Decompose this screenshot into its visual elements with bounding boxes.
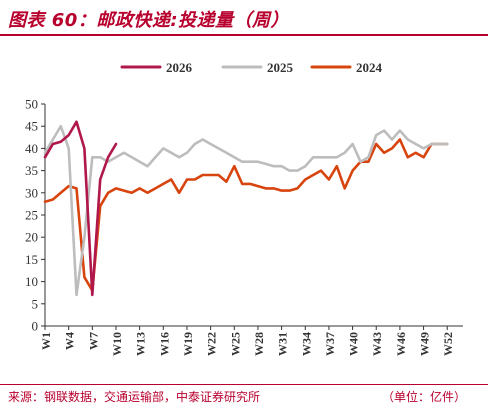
y-tick-label: 5 xyxy=(32,296,39,311)
footer-divider xyxy=(0,384,488,385)
y-tick-label: 30 xyxy=(25,185,38,200)
x-tick-label: W22 xyxy=(205,332,219,356)
x-tick-label: W46 xyxy=(394,332,408,356)
title-bar: 图表 60：邮政快递:投递量（周） xyxy=(0,0,488,34)
series-line-2026 xyxy=(43,120,118,297)
y-tick-label: 20 xyxy=(25,230,38,245)
x-tick-label: W25 xyxy=(228,332,242,356)
y-tick-label: 50 xyxy=(25,97,38,112)
chart-title: 图表 60：邮政快递:投递量（周） xyxy=(8,10,290,31)
legend-label-2024: 2024 xyxy=(356,60,383,75)
unit-note: （单位：亿件） xyxy=(381,390,466,404)
legend-label-2025: 2025 xyxy=(267,60,294,75)
x-tick-label: W37 xyxy=(323,332,337,356)
x-tick-label: W13 xyxy=(134,332,148,356)
x-tick-label: W40 xyxy=(347,332,361,356)
y-tick-label: 25 xyxy=(25,208,38,223)
x-tick-label: W28 xyxy=(252,332,266,356)
x-tick-label: W52 xyxy=(441,332,455,356)
x-tick-label: W43 xyxy=(370,332,384,356)
legend-label-2026: 2026 xyxy=(166,60,193,75)
source-note: 来源：钢联数据，交通运输部，中泰证券研究所 xyxy=(8,390,261,404)
series-line-2025 xyxy=(43,124,449,297)
x-tick-label: W7 xyxy=(86,332,100,350)
x-tick-label: W4 xyxy=(63,332,77,350)
y-tick-label: 10 xyxy=(25,274,38,289)
title-underline xyxy=(0,34,488,36)
x-tick-label: W10 xyxy=(110,332,124,356)
y-tick-label: 35 xyxy=(25,163,38,178)
y-tick-label: 15 xyxy=(25,252,38,267)
series-line-2024 xyxy=(43,138,449,292)
x-tick-label: W16 xyxy=(157,332,171,356)
x-tick-label: W34 xyxy=(299,332,313,356)
x-tick-label: W31 xyxy=(276,332,290,356)
y-tick-label: 0 xyxy=(32,319,39,334)
x-tick-label: W1 xyxy=(39,332,53,350)
x-tick-label: W49 xyxy=(418,332,432,356)
y-tick-label: 45 xyxy=(25,119,38,134)
y-tick-label: 40 xyxy=(25,141,38,156)
x-tick-label: W19 xyxy=(181,332,195,356)
